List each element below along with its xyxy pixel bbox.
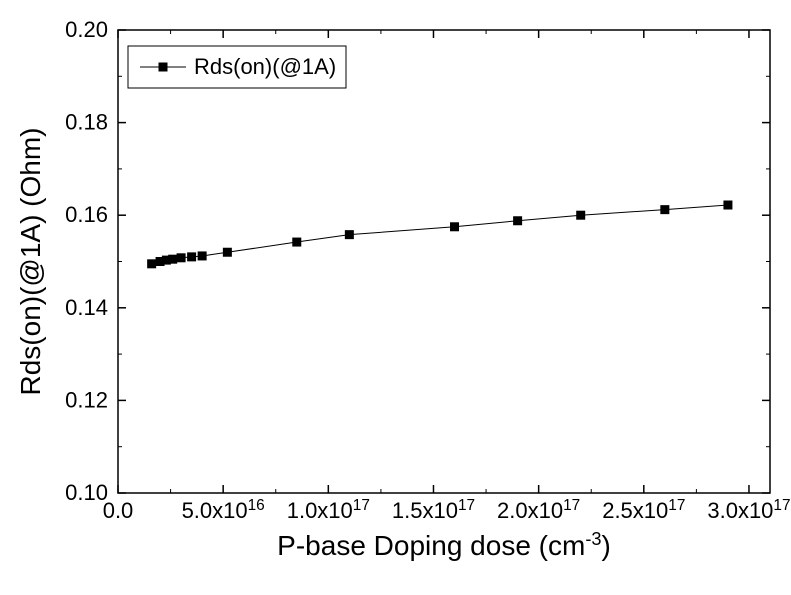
- y-axis-label: Rds(on)(@1A) (Ohm): [15, 127, 46, 395]
- legend-label: Rds(on)(@1A): [194, 54, 336, 79]
- chart-svg: 0.05.0x10161.0x10171.5x10172.0x10172.5x1…: [0, 0, 791, 595]
- x-tick-label: 5.0x1016: [182, 497, 265, 524]
- series-marker: [187, 252, 196, 261]
- plot-border: [118, 30, 770, 493]
- series-line: [152, 205, 728, 264]
- legend-marker: [159, 63, 168, 72]
- series-marker: [345, 230, 354, 239]
- y-tick-label: 0.12: [65, 387, 108, 412]
- chart-container: 0.05.0x10161.0x10171.5x10172.0x10172.5x1…: [0, 0, 791, 595]
- x-tick-label: 1.0x1017: [287, 497, 370, 524]
- series-marker: [723, 201, 732, 210]
- x-axis-label: P-base Doping dose (cm-3): [277, 529, 611, 561]
- x-tick-label: 3.0x1017: [707, 497, 790, 524]
- x-tick-label: 2.0x1017: [497, 497, 580, 524]
- x-tick-label: 1.5x1017: [392, 497, 475, 524]
- series-marker: [660, 205, 669, 214]
- series-marker: [576, 211, 585, 220]
- series-marker: [292, 238, 301, 247]
- series-marker: [168, 255, 177, 264]
- y-tick-label: 0.10: [65, 480, 108, 505]
- series-marker: [450, 222, 459, 231]
- series-marker: [513, 216, 522, 225]
- series-marker: [223, 248, 232, 257]
- y-tick-label: 0.16: [65, 202, 108, 227]
- x-tick-label: 2.5x1017: [602, 497, 685, 524]
- series-marker: [177, 253, 186, 262]
- y-tick-label: 0.14: [65, 295, 108, 320]
- series-marker: [147, 259, 156, 268]
- y-tick-label: 0.20: [65, 17, 108, 42]
- y-tick-label: 0.18: [65, 110, 108, 135]
- series-marker: [198, 251, 207, 260]
